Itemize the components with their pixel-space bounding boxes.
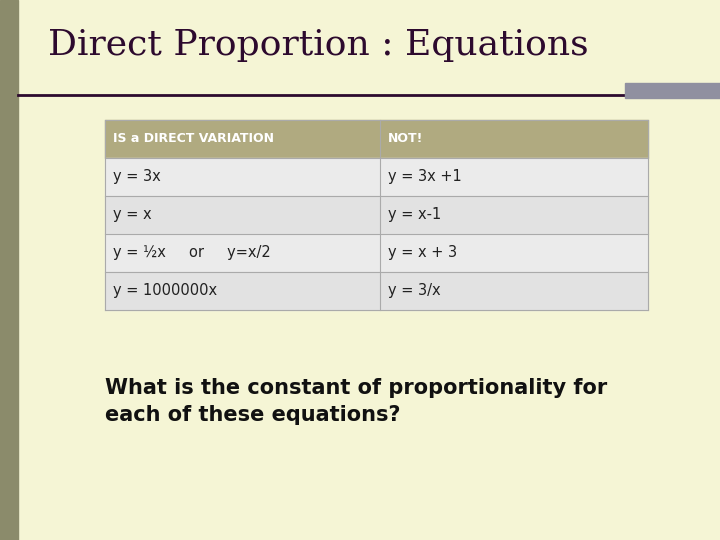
Text: IS a DIRECT VARIATION: IS a DIRECT VARIATION: [113, 132, 274, 145]
Bar: [105, 272, 648, 310]
Text: y = 3x: y = 3x: [113, 170, 161, 185]
Text: y = ½x     or     y=x/2: y = ½x or y=x/2: [113, 246, 271, 260]
Bar: [105, 234, 648, 272]
Text: y = x: y = x: [113, 207, 152, 222]
Bar: [105, 196, 648, 234]
Text: y = 1000000x: y = 1000000x: [113, 284, 217, 299]
Text: NOT!: NOT!: [388, 132, 423, 145]
Text: each of these equations?: each of these equations?: [105, 405, 400, 425]
Bar: [0, 0, 18, 540]
Text: y = 3x +1: y = 3x +1: [388, 170, 462, 185]
Text: y = x-1: y = x-1: [388, 207, 441, 222]
Text: Direct Proportion : Equations: Direct Proportion : Equations: [48, 28, 589, 62]
Text: y = 3/x: y = 3/x: [388, 284, 441, 299]
Bar: [105, 120, 648, 158]
Text: What is the constant of proportionality for: What is the constant of proportionality …: [105, 378, 607, 398]
Bar: [105, 158, 648, 196]
Bar: [625, 83, 720, 98]
Text: y = x + 3: y = x + 3: [388, 246, 457, 260]
